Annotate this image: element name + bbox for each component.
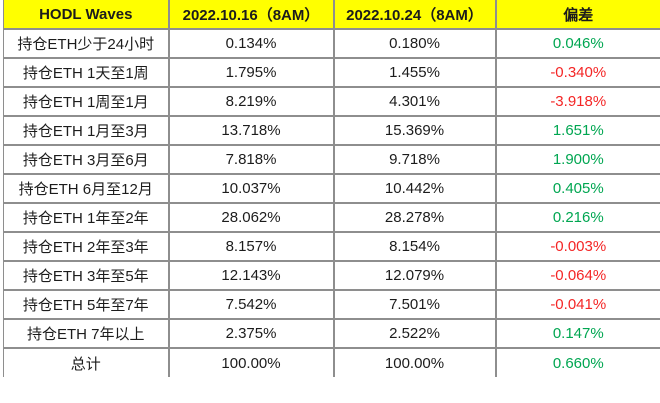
table-row: 持仓ETH 3月至6月 7.818% 9.718% 1.900%	[3, 144, 660, 175]
value-oct16: 12.143%	[167, 260, 335, 291]
value-oct24: 100.00%	[332, 347, 497, 377]
row-label: 持仓ETH 3年至5年	[3, 260, 170, 291]
value-oct16: 2.375%	[167, 318, 335, 349]
row-label: 持仓ETH 5年至7年	[3, 289, 170, 320]
table-row-total: 总计 100.00% 100.00% 0.660%	[3, 347, 660, 377]
row-label: 持仓ETH 6月至12月	[3, 173, 170, 204]
row-label: 持仓ETH 1年至2年	[3, 202, 170, 233]
row-label: 持仓ETH 1月至3月	[3, 115, 170, 146]
header-row: HODL Waves 2022.10.16（8AM） 2022.10.24（8A…	[3, 0, 660, 30]
col-header-hodl-waves: HODL Waves	[3, 0, 170, 30]
deviation-value: 0.046%	[494, 28, 660, 59]
row-label: 持仓ETH 1天至1周	[3, 57, 170, 88]
table-row: 持仓ETH 1天至1周 1.795% 1.455% -0.340%	[3, 57, 660, 88]
value-oct16: 0.134%	[167, 28, 335, 59]
table-row: 持仓ETH少于24小时 0.134% 0.180% 0.046%	[3, 28, 660, 59]
value-oct24: 7.501%	[332, 289, 497, 320]
table-row: 持仓ETH 1年至2年 28.062% 28.278% 0.216%	[3, 202, 660, 233]
value-oct16: 8.219%	[167, 86, 335, 117]
value-oct24: 12.079%	[332, 260, 497, 291]
col-header-date-2: 2022.10.24（8AM）	[332, 0, 497, 30]
row-label: 持仓ETH 2年至3年	[3, 231, 170, 262]
value-oct24: 4.301%	[332, 86, 497, 117]
deviation-value: -0.003%	[494, 231, 660, 262]
col-header-deviation: 偏差	[494, 0, 660, 30]
value-oct16: 1.795%	[167, 57, 335, 88]
table-row: 持仓ETH 1月至3月 13.718% 15.369% 1.651%	[3, 115, 660, 146]
table-row: 持仓ETH 7年以上 2.375% 2.522% 0.147%	[3, 318, 660, 349]
row-label: 持仓ETH 1周至1月	[3, 86, 170, 117]
value-oct24: 28.278%	[332, 202, 497, 233]
table-row: 持仓ETH 3年至5年 12.143% 12.079% -0.064%	[3, 260, 660, 291]
deviation-value: 0.147%	[494, 318, 660, 349]
value-oct24: 0.180%	[332, 28, 497, 59]
value-oct24: 8.154%	[332, 231, 497, 262]
row-label: 持仓ETH少于24小时	[3, 28, 170, 59]
row-label-total: 总计	[3, 347, 170, 377]
value-oct24: 2.522%	[332, 318, 497, 349]
table-row: 持仓ETH 2年至3年 8.157% 8.154% -0.003%	[3, 231, 660, 262]
value-oct16: 13.718%	[167, 115, 335, 146]
deviation-value: 0.405%	[494, 173, 660, 204]
deviation-value: -3.918%	[494, 86, 660, 117]
deviation-value: 0.216%	[494, 202, 660, 233]
deviation-value: -0.064%	[494, 260, 660, 291]
value-oct16: 8.157%	[167, 231, 335, 262]
deviation-value: 0.660%	[494, 347, 660, 377]
table-row: 持仓ETH 6月至12月 10.037% 10.442% 0.405%	[3, 173, 660, 204]
row-label: 持仓ETH 7年以上	[3, 318, 170, 349]
value-oct24: 1.455%	[332, 57, 497, 88]
value-oct24: 15.369%	[332, 115, 497, 146]
deviation-value: -0.041%	[494, 289, 660, 320]
value-oct16: 10.037%	[167, 173, 335, 204]
value-oct16: 100.00%	[167, 347, 335, 377]
deviation-value: 1.900%	[494, 144, 660, 175]
deviation-value: 1.651%	[494, 115, 660, 146]
value-oct24: 10.442%	[332, 173, 497, 204]
deviation-value: -0.340%	[494, 57, 660, 88]
table-row: 持仓ETH 5年至7年 7.542% 7.501% -0.041%	[3, 289, 660, 320]
row-label: 持仓ETH 3月至6月	[3, 144, 170, 175]
value-oct24: 9.718%	[332, 144, 497, 175]
value-oct16: 7.542%	[167, 289, 335, 320]
table-row: 持仓ETH 1周至1月 8.219% 4.301% -3.918%	[3, 86, 660, 117]
col-header-date-1: 2022.10.16（8AM）	[167, 0, 335, 30]
value-oct16: 7.818%	[167, 144, 335, 175]
data-table: HODL Waves 2022.10.16（8AM） 2022.10.24（8A…	[3, 0, 660, 377]
value-oct16: 28.062%	[167, 202, 335, 233]
